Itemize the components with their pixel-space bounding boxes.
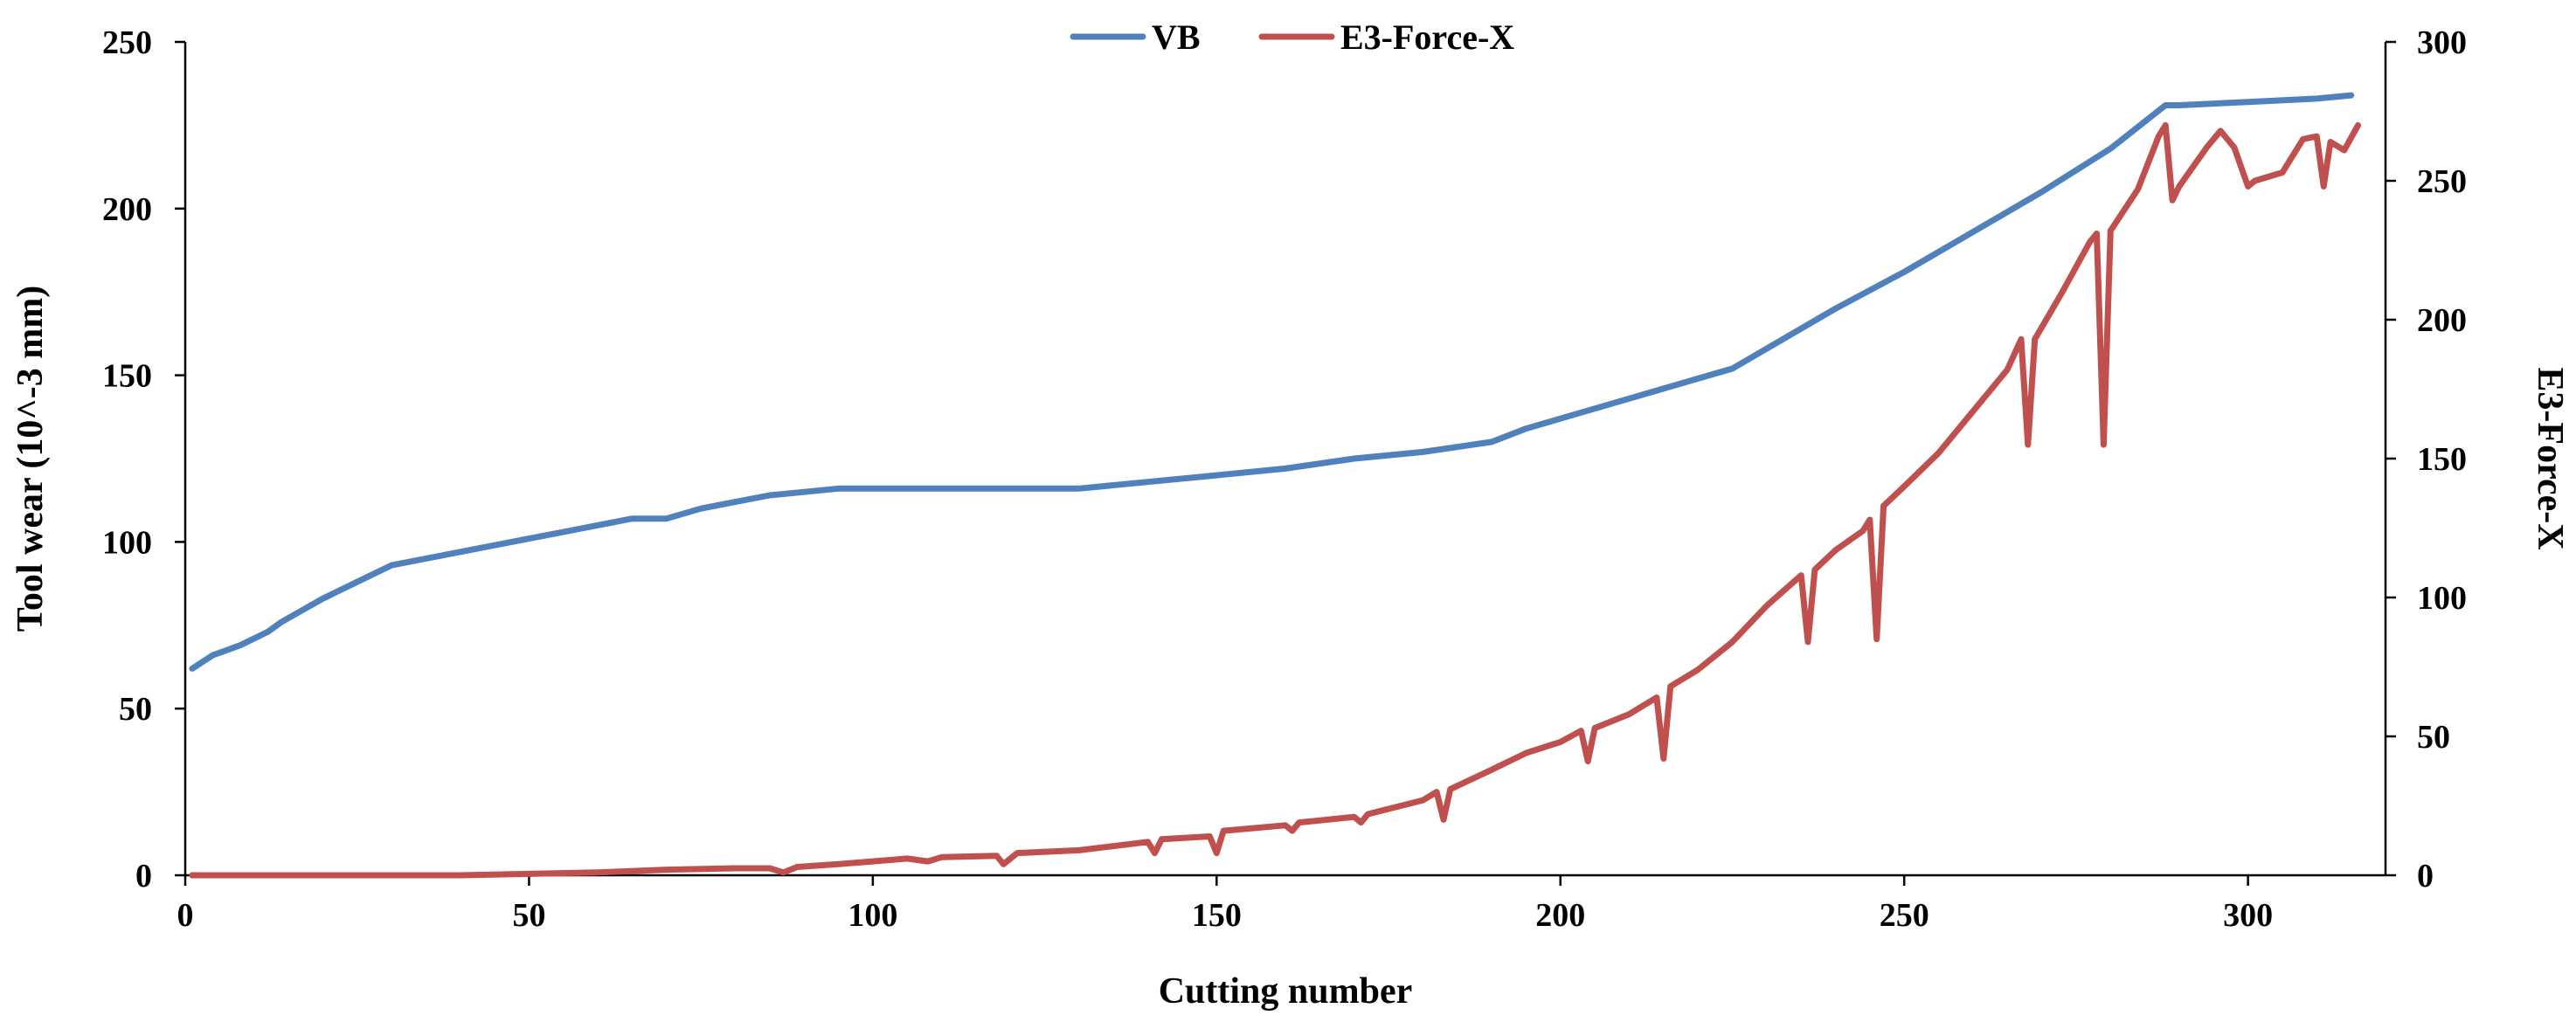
y2-tick-label: 0 — [2417, 858, 2434, 894]
legend: VB E3-Force-X — [1070, 17, 1514, 57]
y-tick-label: 100 — [102, 524, 152, 561]
x-tick-label: 300 — [2223, 897, 2273, 934]
x-ticks: 0 50 100 150 200 250 300 — [177, 875, 2273, 934]
y2-tick-label: 100 — [2417, 580, 2467, 617]
legend-label-e3-force-x: E3-Force-X — [1340, 17, 1514, 57]
y2-axis-title: E3-Force-X — [2530, 367, 2570, 549]
series — [189, 92, 2361, 879]
y-tick-label: 50 — [119, 691, 152, 728]
y2-tick-label: 200 — [2417, 302, 2467, 339]
y-axis-title: Tool wear (10^-3 mm) — [10, 286, 51, 632]
y-tick-label: 250 — [102, 24, 152, 61]
y-tick-label: 200 — [102, 191, 152, 228]
y2-tick-label: 50 — [2417, 719, 2450, 756]
legend-label-vb: VB — [1152, 17, 1201, 57]
x-tick-label: 150 — [1192, 897, 1242, 934]
y-tick-label: 0 — [135, 858, 152, 894]
series-line-e3-force-x — [189, 121, 2361, 879]
y2-tick-label: 250 — [2417, 163, 2467, 200]
series-line-vb — [189, 92, 2355, 672]
x-tick-label: 250 — [1880, 897, 1929, 934]
x-tick-label: 100 — [848, 897, 897, 934]
y2-tick-label: 150 — [2417, 441, 2467, 478]
y-tick-label: 150 — [102, 358, 152, 395]
x-tick-label: 50 — [512, 897, 545, 934]
x-tick-label: 0 — [177, 897, 194, 934]
x-tick-label: 200 — [1535, 897, 1585, 934]
x-axis-title: Cutting number — [1159, 971, 1413, 1012]
axes — [184, 42, 2387, 877]
y2-ticks: 0 50 100 150 200 250 300 — [2386, 24, 2467, 894]
y2-tick-label: 300 — [2417, 24, 2467, 61]
y-ticks: 0 50 100 150 200 250 — [102, 24, 185, 894]
